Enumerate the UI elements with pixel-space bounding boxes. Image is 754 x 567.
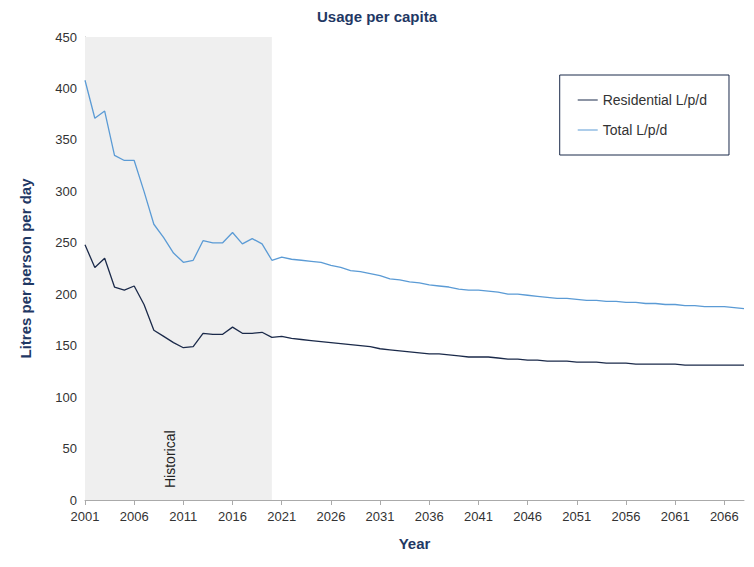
svg-text:0: 0 (70, 493, 77, 508)
svg-text:2051: 2051 (562, 509, 591, 524)
svg-text:2001: 2001 (71, 509, 100, 524)
svg-text:250: 250 (55, 235, 77, 250)
svg-text:2066: 2066 (710, 509, 739, 524)
svg-text:100: 100 (55, 390, 77, 405)
svg-text:2061: 2061 (661, 509, 690, 524)
svg-text:2021: 2021 (267, 509, 296, 524)
svg-text:Historical: Historical (162, 430, 178, 488)
svg-text:Litres per person per day: Litres per person per day (17, 178, 34, 359)
svg-text:2026: 2026 (316, 509, 345, 524)
svg-text:2011: 2011 (169, 509, 197, 524)
svg-text:200: 200 (55, 287, 77, 302)
svg-text:150: 150 (55, 338, 77, 353)
svg-text:300: 300 (55, 184, 77, 199)
svg-text:2041: 2041 (464, 509, 493, 524)
svg-text:2056: 2056 (612, 509, 641, 524)
svg-text:350: 350 (55, 132, 77, 147)
svg-text:2036: 2036 (415, 509, 444, 524)
svg-text:450: 450 (55, 30, 77, 45)
svg-text:2016: 2016 (218, 509, 247, 524)
svg-text:2031: 2031 (366, 509, 395, 524)
svg-text:2046: 2046 (513, 509, 542, 524)
svg-text:2006: 2006 (120, 509, 149, 524)
svg-text:50: 50 (63, 441, 77, 456)
svg-text:Usage per capita: Usage per capita (317, 8, 438, 25)
svg-text:Total L/p/d: Total L/p/d (603, 122, 668, 138)
svg-text:400: 400 (55, 81, 77, 96)
svg-text:Residential L/p/d: Residential L/p/d (603, 92, 707, 108)
svg-text:Year: Year (399, 535, 431, 552)
